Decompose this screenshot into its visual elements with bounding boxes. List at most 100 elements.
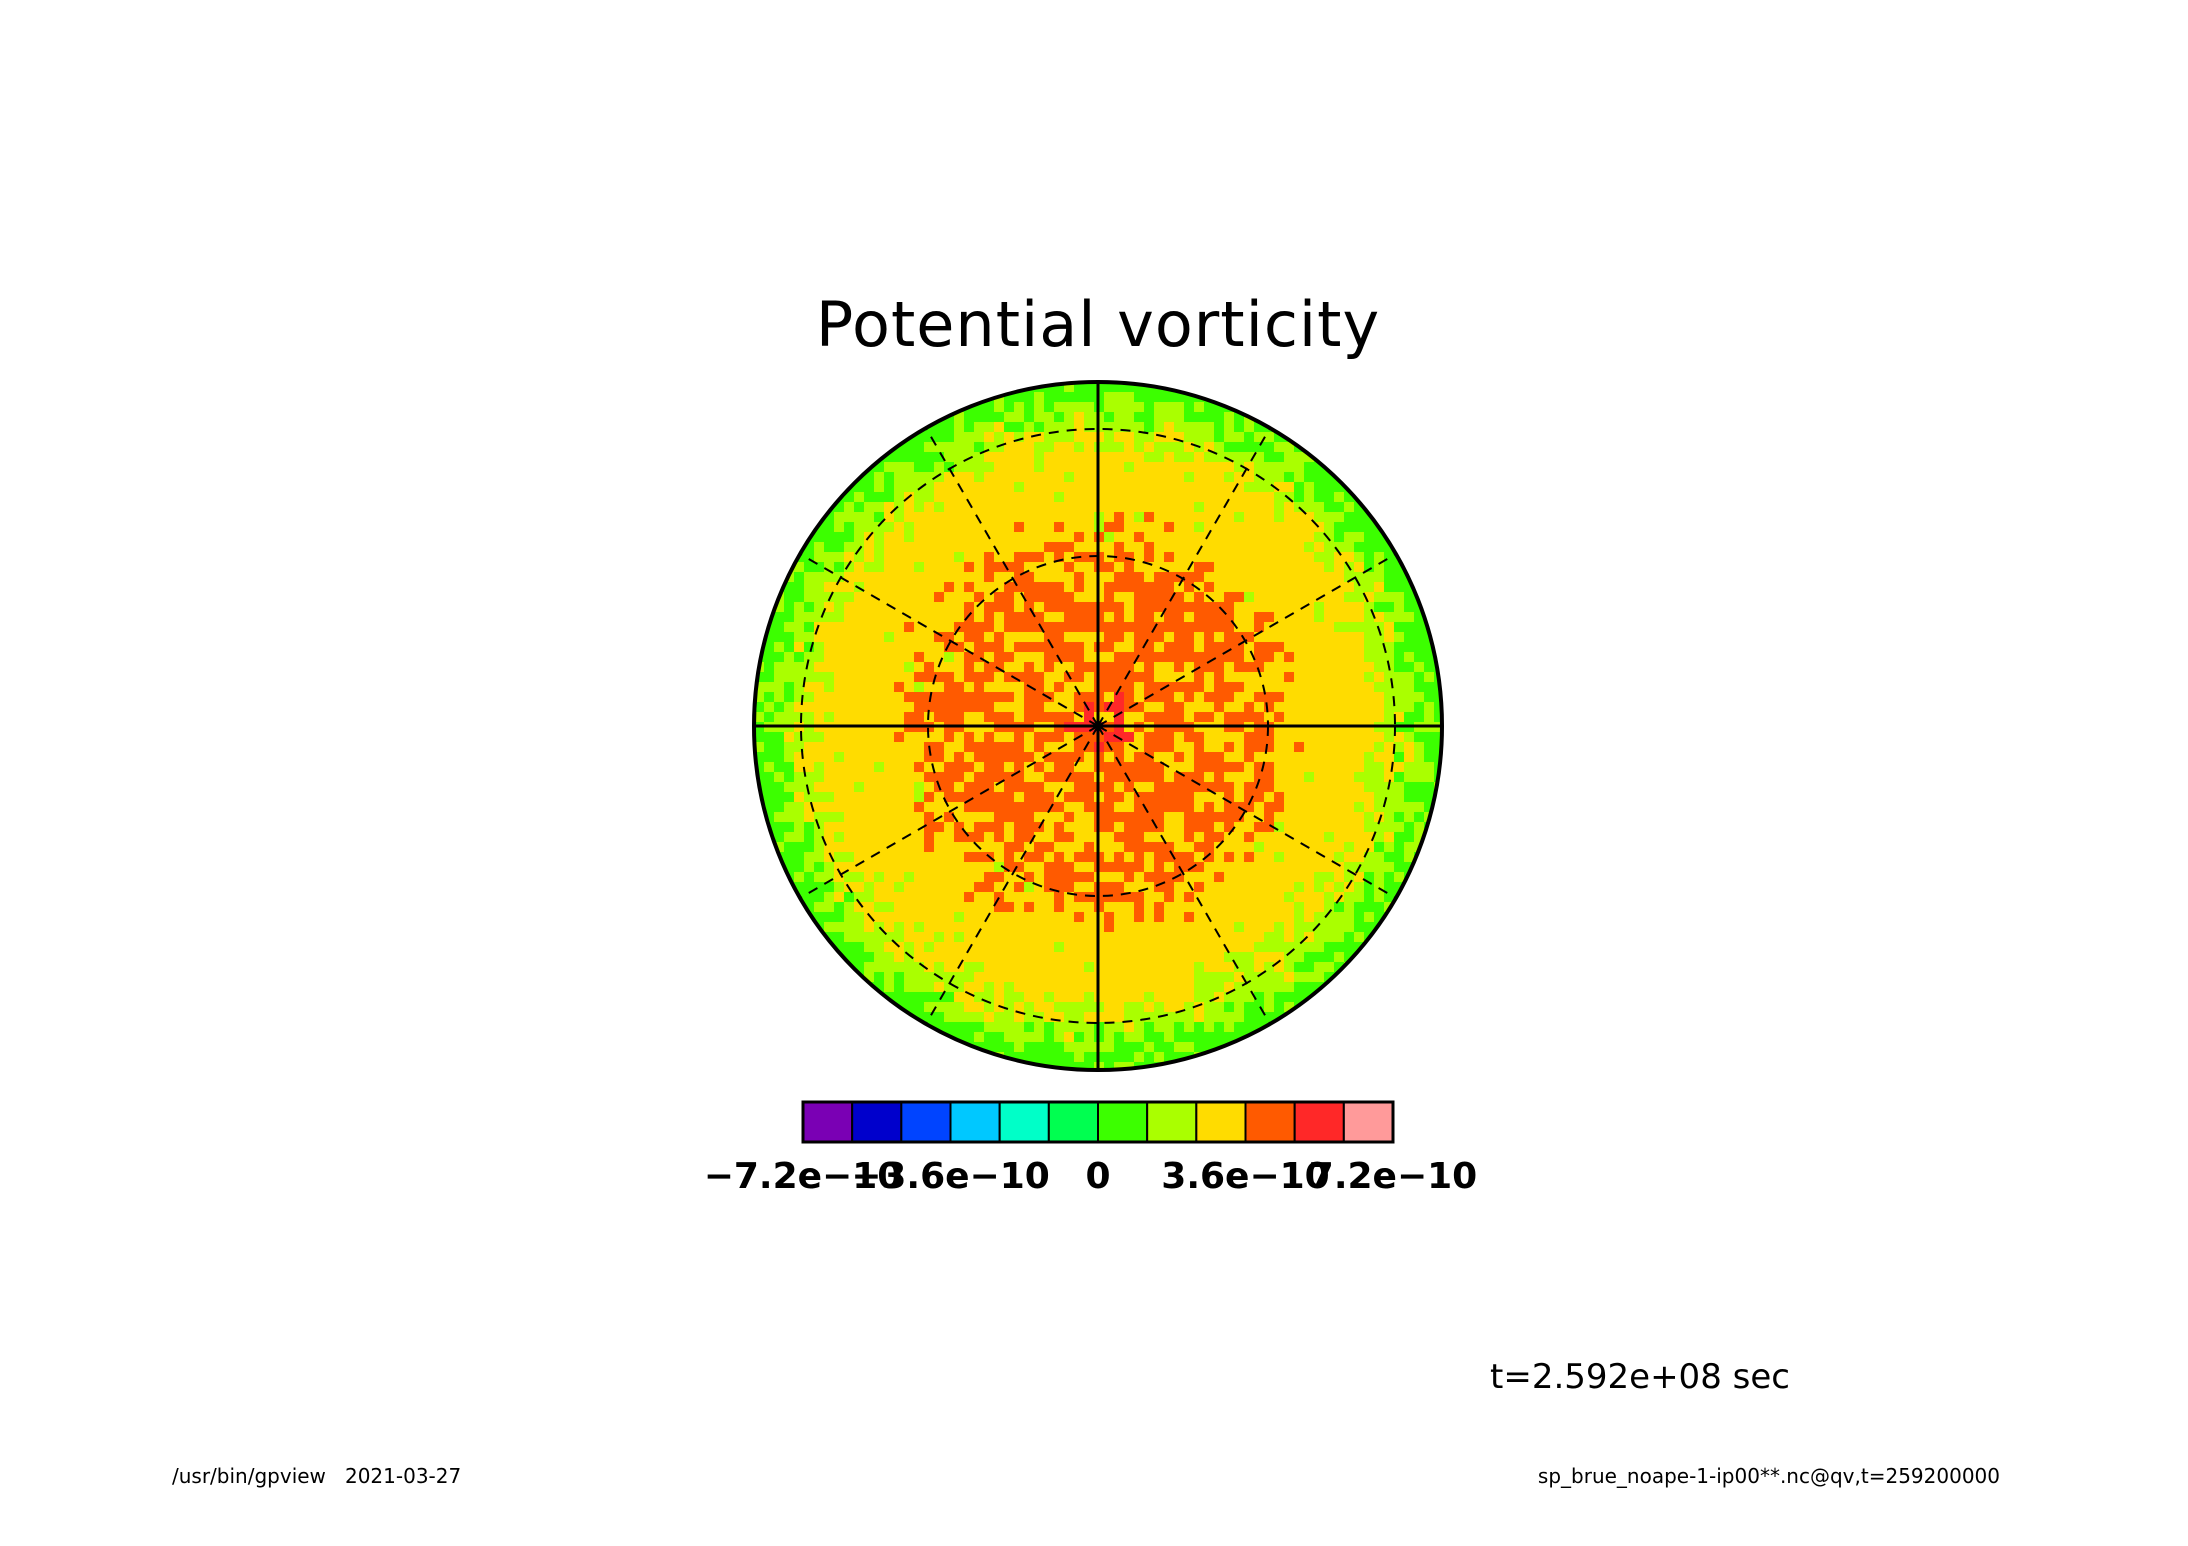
field-cell — [1184, 632, 1195, 643]
field-cell — [1104, 452, 1115, 463]
field-cell — [1204, 752, 1215, 763]
field-cell — [824, 772, 835, 783]
field-cell — [1244, 642, 1255, 653]
field-cell — [1234, 662, 1245, 673]
field-cell — [944, 852, 955, 863]
field-cell — [984, 762, 995, 773]
field-cell — [1034, 452, 1045, 463]
field-cell — [1254, 492, 1265, 503]
field-cell — [1104, 762, 1115, 773]
field-cell — [964, 912, 975, 923]
field-cell — [1034, 842, 1045, 853]
field-cell — [1054, 1052, 1065, 1063]
field-cell — [874, 782, 885, 793]
field-cell — [1304, 932, 1315, 943]
field-cell — [834, 732, 845, 743]
field-cell — [1054, 512, 1065, 523]
field-cell — [854, 552, 865, 563]
field-cell — [844, 732, 855, 743]
field-cell — [1184, 842, 1195, 853]
field-cell — [1304, 652, 1315, 663]
field-cell — [1234, 512, 1245, 523]
field-cell — [984, 782, 995, 793]
field-cell — [1074, 572, 1085, 583]
field-cell — [874, 512, 885, 523]
field-cell — [794, 582, 805, 593]
field-cell — [1304, 922, 1315, 933]
field-cell — [1174, 442, 1185, 453]
field-cell — [1384, 862, 1395, 873]
field-cell — [1114, 422, 1125, 433]
field-cell — [1204, 472, 1215, 483]
field-cell — [1254, 672, 1265, 683]
field-cell — [1344, 732, 1355, 743]
field-cell — [924, 902, 935, 913]
field-cell — [874, 982, 885, 993]
field-cell — [904, 862, 915, 873]
field-cell — [1014, 482, 1025, 493]
field-cell — [1134, 812, 1145, 823]
field-cell — [1324, 592, 1335, 603]
field-cell — [994, 852, 1005, 863]
field-cell — [1144, 542, 1155, 553]
field-cell — [964, 442, 975, 453]
field-cell — [964, 502, 975, 513]
field-cell — [1234, 572, 1245, 583]
field-cell — [1324, 622, 1335, 633]
field-cell — [1404, 812, 1415, 823]
field-cell — [1194, 802, 1205, 813]
field-cell — [1194, 492, 1205, 503]
field-cell — [1184, 412, 1195, 423]
field-cell — [1004, 832, 1015, 843]
field-cell — [1414, 712, 1425, 723]
field-cell — [954, 572, 965, 583]
field-cell — [1264, 662, 1275, 673]
field-cell — [1334, 902, 1345, 913]
field-cell — [1414, 782, 1425, 793]
field-cell — [1144, 582, 1155, 593]
field-cell — [1264, 1012, 1275, 1023]
field-cell — [984, 932, 995, 943]
field-cell — [1224, 442, 1235, 453]
field-cell — [1184, 962, 1195, 973]
field-cell — [1394, 702, 1405, 713]
field-cell — [1104, 922, 1115, 933]
field-cell — [1124, 792, 1135, 803]
field-cell — [824, 912, 835, 923]
field-cell — [1254, 802, 1265, 813]
field-cell — [1254, 752, 1265, 763]
field-cell — [844, 672, 855, 683]
field-cell — [974, 1022, 985, 1033]
field-cell — [1034, 392, 1045, 403]
field-cell — [1254, 852, 1265, 863]
field-cell — [854, 742, 865, 753]
field-cell — [784, 832, 795, 843]
field-cell — [1074, 662, 1085, 673]
field-cell — [774, 822, 785, 833]
field-cell — [814, 632, 825, 643]
field-cell — [894, 622, 905, 633]
field-cell — [1244, 972, 1255, 983]
field-cell — [1274, 852, 1285, 863]
field-cell — [1004, 1042, 1015, 1053]
field-cell — [1064, 832, 1075, 843]
field-cell — [974, 422, 985, 433]
field-cell — [1124, 392, 1135, 403]
field-cell — [1244, 852, 1255, 863]
field-cell — [1164, 1012, 1175, 1023]
field-cell — [884, 832, 895, 843]
field-cell — [864, 842, 875, 853]
field-cell — [1014, 552, 1025, 563]
field-cell — [784, 802, 795, 813]
field-cell — [1284, 452, 1295, 463]
field-cell — [854, 882, 865, 893]
colorbar-box — [949, 1101, 1001, 1143]
field-cell — [894, 842, 905, 853]
field-cell — [1034, 522, 1045, 533]
field-cell — [1334, 672, 1345, 683]
field-cell — [1274, 892, 1285, 903]
field-cell — [974, 802, 985, 813]
field-cell — [944, 532, 955, 543]
field-cell — [1184, 802, 1195, 813]
field-cell — [1024, 492, 1035, 503]
